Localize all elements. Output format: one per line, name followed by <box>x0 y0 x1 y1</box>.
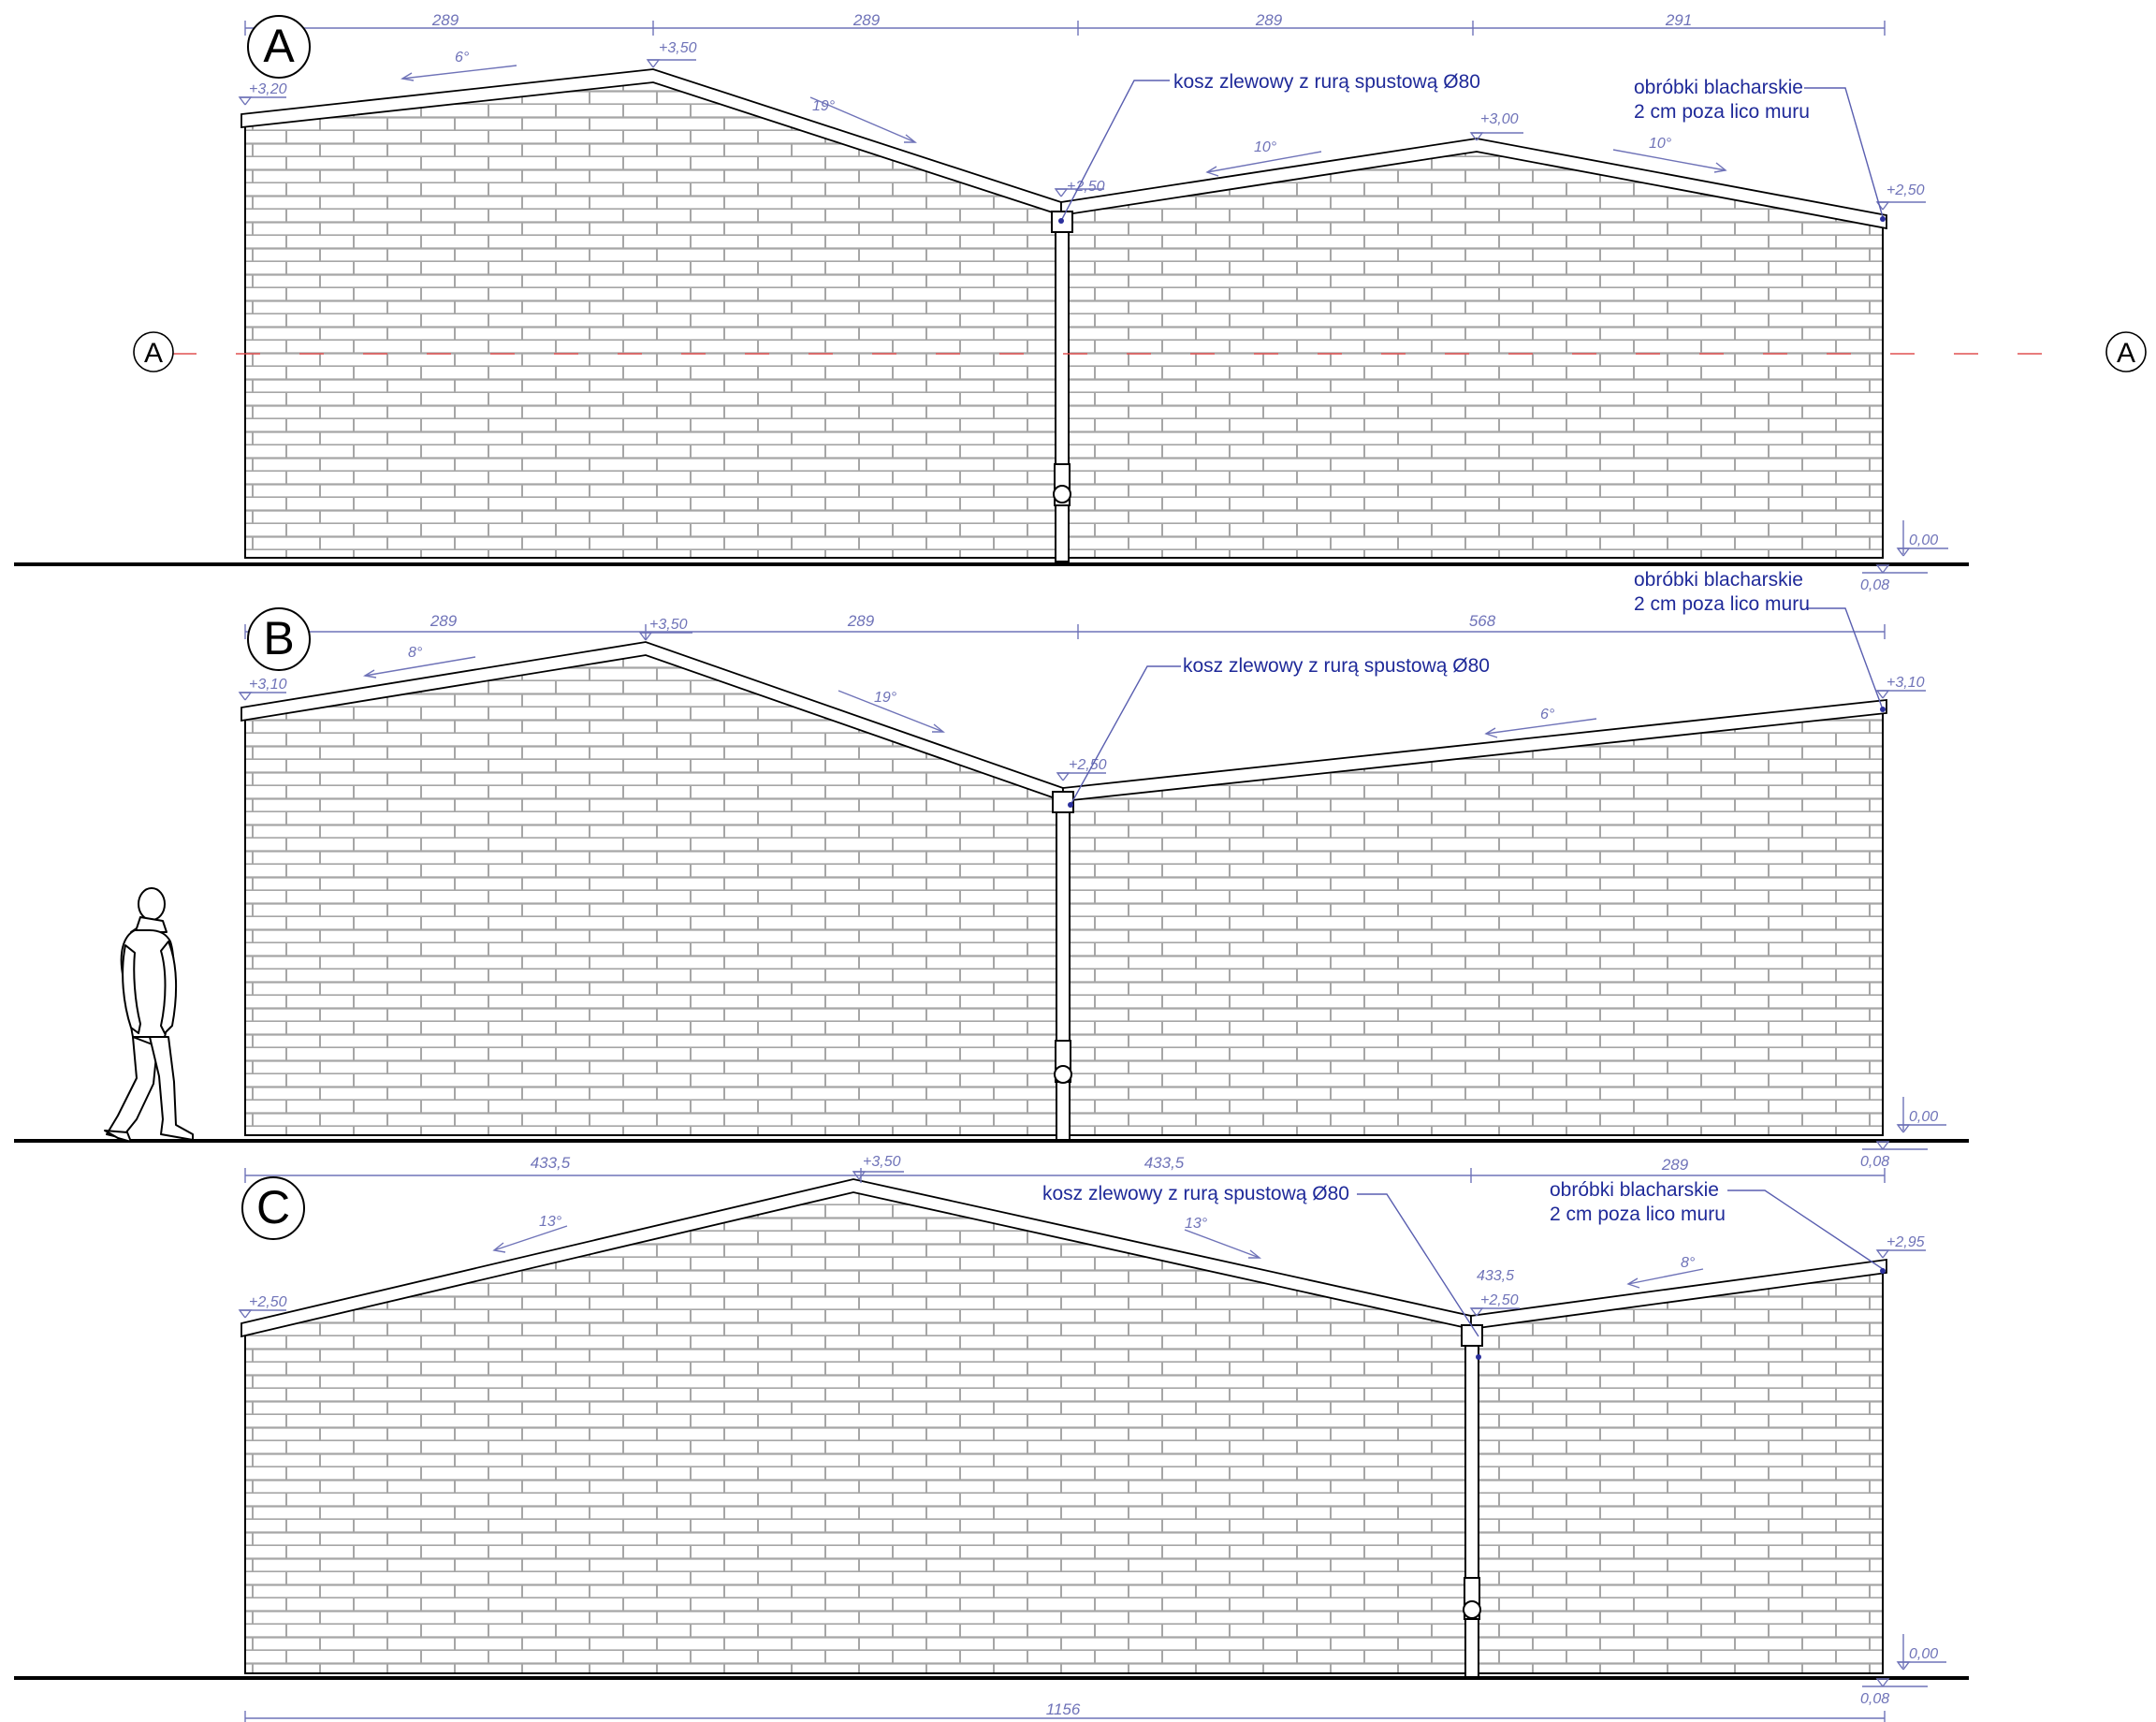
note-drain: kosz zlewowy z rurą spustową Ø80 <box>1183 655 1490 677</box>
elevation-c: 433,5 433,5 289 433,5 C +2,50 +3,50 +2,5… <box>14 1154 1969 1707</box>
overall-dimension: 1156 <box>244 1700 1886 1722</box>
level-text: +3,50 <box>863 1154 901 1170</box>
dimension-text: 433,5 <box>1144 1154 1185 1172</box>
elevation-a: 289 289 289 291 A +3,20 +3,50 +2,50 +3,0… <box>14 11 1969 593</box>
level-text: +3,50 <box>649 617 688 633</box>
slope-text: 10° <box>1649 136 1672 152</box>
level-text: +3,50 <box>659 40 697 56</box>
leader-line <box>1070 607 1884 806</box>
level-text: 0,00 <box>1909 533 1938 548</box>
leader-line <box>1060 80 1884 222</box>
dimension-text: 433,5 <box>1477 1268 1514 1284</box>
level-text: +2,50 <box>249 1294 287 1310</box>
dimension-line <box>244 624 1886 639</box>
section-line: A A <box>133 331 2147 372</box>
leader-dot <box>1058 218 1064 224</box>
slope-arrow <box>363 656 1597 738</box>
elevation-label-circle: A <box>247 15 311 79</box>
dimension-text: 433,5 <box>531 1154 571 1172</box>
level-text: 0,08 <box>1860 577 1889 593</box>
dimension-text: 289 <box>431 11 459 29</box>
leader-dot <box>1880 707 1886 712</box>
level-text: +2,50 <box>1886 182 1925 198</box>
level-text: 0,00 <box>1909 1109 1938 1125</box>
level-text: 0,00 <box>1909 1646 1938 1662</box>
elevation-b: 289 289 568 B +3,10 +3,50 +2,50 +3,10 0,… <box>14 569 1969 1170</box>
dimension-text: 291 <box>1665 11 1692 29</box>
slope-text: 6° <box>455 50 470 66</box>
dimension-text: 289 <box>852 11 881 29</box>
level-marker <box>238 1171 1946 1687</box>
level-text: +2,50 <box>1480 1292 1519 1308</box>
note-drain: kosz zlewowy z rurą spustową Ø80 <box>1173 71 1480 93</box>
level-text: +3,10 <box>1886 675 1925 691</box>
dimension-text: 289 <box>1255 11 1283 29</box>
level-text: +3,20 <box>249 81 287 97</box>
level-text: +3,10 <box>249 677 287 693</box>
slope-text: 19° <box>874 690 897 706</box>
dimension-text: 568 <box>1469 612 1496 630</box>
slope-text: 8° <box>408 645 423 661</box>
dimension-text: 289 <box>1661 1156 1689 1174</box>
leader-dot <box>1880 216 1886 222</box>
section-marker-left: A <box>144 338 163 369</box>
elevation-letter: C <box>256 1181 290 1233</box>
note-flashing: 2 cm poza lico muru <box>1634 593 1810 615</box>
dimension-line <box>244 21 1886 36</box>
downpipe <box>1052 791 1074 1143</box>
note-drain: kosz zlewowy z rurą spustową Ø80 <box>1042 1183 1349 1204</box>
downpipe <box>1461 1324 1483 1678</box>
elevation-label-circle: B <box>247 607 311 671</box>
leader-line <box>1357 1189 1884 1337</box>
level-text: +3,00 <box>1480 111 1519 127</box>
overall-dimension-text: 1156 <box>1046 1700 1081 1718</box>
level-marker <box>238 632 1946 1150</box>
section-marker-right: A <box>2117 338 2135 369</box>
note-flashing: 2 cm poza lico muru <box>1634 101 1810 123</box>
slope-text: 8° <box>1681 1255 1696 1271</box>
brick-wall <box>244 1189 1884 1674</box>
elevation-letter: B <box>263 612 294 664</box>
level-marker <box>238 59 1948 574</box>
note-flashing: 2 cm poza lico muru <box>1550 1204 1726 1225</box>
level-text: +2,95 <box>1886 1234 1925 1250</box>
level-text: +2,50 <box>1069 757 1107 773</box>
slope-arrow <box>401 65 1727 177</box>
slope-text: 10° <box>1254 139 1277 155</box>
elevation-letter: A <box>263 20 295 72</box>
note-flashing: obróbki blacharskie <box>1634 569 1803 591</box>
human-scale-figure <box>104 887 194 1143</box>
leader-dot <box>1068 802 1073 808</box>
downpipe <box>1051 211 1073 562</box>
elevation-label-circle: C <box>241 1176 305 1240</box>
level-text: 0,08 <box>1860 1691 1889 1707</box>
dimension-text: 289 <box>430 612 458 630</box>
leader-dot <box>1880 1268 1886 1274</box>
level-text: +2,50 <box>1067 179 1105 195</box>
slope-text: 6° <box>1540 707 1555 722</box>
slope-text: 19° <box>812 98 836 114</box>
slope-text: 13° <box>1185 1216 1208 1232</box>
note-flashing: obróbki blacharskie <box>1550 1179 1719 1201</box>
slope-text: 13° <box>539 1214 562 1230</box>
dimension-text: 289 <box>847 612 875 630</box>
slope-arrow <box>492 1225 1704 1289</box>
dimension-line <box>244 1168 1886 1183</box>
note-flashing: obróbki blacharskie <box>1634 77 1803 98</box>
level-text: 0,08 <box>1860 1154 1889 1170</box>
leader-dot <box>1476 1354 1481 1360</box>
